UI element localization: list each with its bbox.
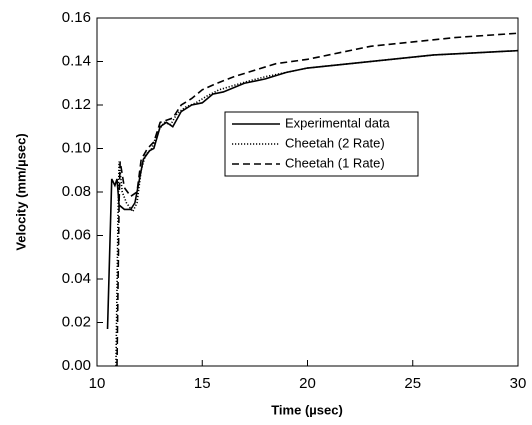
x-tick-label: 25 (404, 375, 421, 392)
y-tick-label: 0.10 (62, 139, 91, 156)
y-axis-label: Velocity (mm/µsec) (13, 133, 28, 250)
legend-label: Experimental data (285, 115, 391, 130)
y-tick-label: 0.16 (62, 9, 91, 26)
x-tick-label: 20 (299, 375, 316, 392)
x-tick-label: 15 (194, 375, 211, 392)
y-tick-label: 0.02 (62, 313, 91, 330)
y-tick-label: 0.04 (62, 270, 91, 287)
x-axis-label: Time (µsec) (271, 402, 343, 417)
y-tick-label: 0.12 (62, 96, 91, 113)
legend-label: Cheetah (2 Rate) (285, 135, 385, 150)
series-line (106, 49, 519, 330)
y-tick-label: 0.06 (62, 226, 91, 243)
y-tick-label: 0.14 (62, 52, 91, 69)
legend-label: Cheetah (1 Rate) (285, 155, 385, 170)
plot-frame (96, 17, 519, 367)
y-tick-label: 0.08 (62, 183, 91, 200)
series-line (116, 32, 519, 367)
series-line (115, 49, 519, 367)
x-tick-label: 30 (510, 375, 527, 392)
x-tick-label: 10 (89, 375, 106, 392)
y-tick-label: 0.00 (62, 357, 91, 374)
